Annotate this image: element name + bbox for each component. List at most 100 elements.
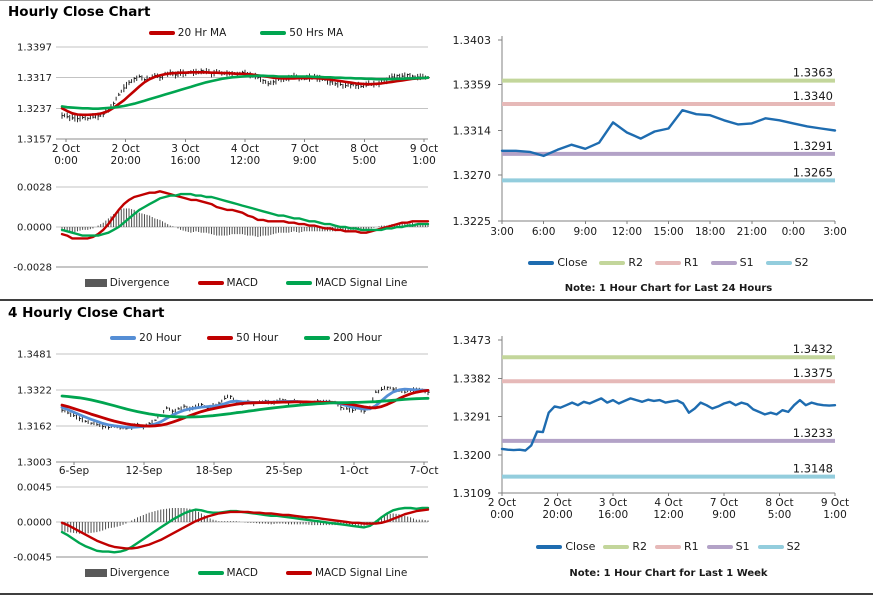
hourly-price-legend: 20 Hr MA 50 Hrs MA [62, 27, 430, 39]
svg-text:0:00: 0:00 [490, 509, 514, 521]
svg-text:12-Sep: 12-Sep [126, 465, 163, 477]
line-swatch-icon [207, 336, 234, 340]
bottom-divider [0, 593, 873, 595]
line-swatch-icon [528, 260, 555, 265]
svg-text:2 Oct: 2 Oct [543, 497, 571, 509]
svg-text:16:00: 16:00 [598, 509, 628, 521]
svg-text:1.3359: 1.3359 [453, 79, 492, 92]
legend-label: R1 [684, 256, 699, 269]
four-hourly-price-legend: 20 Hour 50 Hour 200 Hour [62, 332, 430, 344]
four-hourly-macd-legend: Divergence MACD MACD Signal Line [62, 567, 430, 579]
svg-text:9:00: 9:00 [712, 509, 736, 521]
hourly-close-chart-title: Hourly Close Chart [8, 4, 151, 20]
svg-text:1:00: 1:00 [823, 509, 847, 521]
legend-label: Close [557, 256, 588, 269]
line-swatch-icon [110, 336, 137, 340]
svg-text:0.0028: 0.0028 [17, 183, 52, 194]
svg-text:1.3363: 1.3363 [793, 66, 833, 80]
svg-text:1.3322: 1.3322 [17, 385, 52, 396]
svg-text:6-Sep: 6-Sep [59, 465, 90, 477]
legend-item-50-hrs-ma: 50 Hrs MA [260, 27, 343, 39]
legend-label: R2 [628, 256, 643, 269]
svg-text:1.3291: 1.3291 [453, 411, 492, 424]
legend-item-s1: S1 [706, 540, 750, 553]
line-swatch-icon [197, 571, 224, 575]
svg-text:4 Oct: 4 Oct [654, 497, 682, 509]
legend-item-50-hour: 50 Hour [207, 332, 278, 344]
svg-text:7 Oct: 7 Oct [291, 143, 319, 155]
svg-text:1-Oct: 1-Oct [340, 465, 369, 477]
svg-text:1.3109: 1.3109 [453, 487, 492, 500]
svg-text:3 Oct: 3 Oct [171, 143, 199, 155]
svg-text:8 Oct: 8 Oct [765, 497, 793, 509]
svg-text:1.3314: 1.3314 [453, 125, 492, 138]
line-swatch-icon [757, 544, 784, 549]
legend-label: S2 [786, 540, 801, 553]
svg-text:1.3317: 1.3317 [17, 73, 52, 84]
legend-item-s2: S2 [757, 540, 801, 553]
svg-text:1.3481: 1.3481 [17, 350, 52, 361]
svg-text:0:00: 0:00 [782, 226, 806, 238]
svg-text:6:00: 6:00 [532, 226, 556, 238]
svg-text:0.0000: 0.0000 [17, 223, 52, 234]
svg-text:7 Oct: 7 Oct [710, 497, 738, 509]
line-swatch-icon [765, 260, 792, 265]
svg-text:1.3157: 1.3157 [17, 135, 52, 146]
middle-divider [0, 299, 873, 301]
line-swatch-icon [260, 31, 287, 35]
svg-text:1.3003: 1.3003 [17, 458, 52, 469]
legend-item-macd-signal-line: MACD Signal Line [286, 567, 407, 579]
svg-text:12:00: 12:00 [612, 226, 642, 238]
legend-label: S1 [739, 256, 754, 269]
svg-text:1.3432: 1.3432 [793, 342, 833, 356]
svg-text:1.3403: 1.3403 [453, 34, 492, 47]
legend-label: MACD [226, 567, 258, 579]
svg-text:0.0000: 0.0000 [17, 518, 52, 529]
svg-text:7-Oct: 7-Oct [410, 465, 439, 477]
legend-label: Close [565, 540, 596, 553]
legend-label: S2 [794, 256, 809, 269]
legend-label: 50 Hour [236, 332, 279, 344]
svg-text:1.3340: 1.3340 [793, 89, 833, 103]
legend-item-close: Close [528, 256, 587, 269]
bar-swatch-icon [84, 279, 107, 287]
svg-text:1.3148: 1.3148 [793, 462, 833, 476]
four-hourly-close-chart-title: 4 Hourly Close Chart [8, 305, 165, 321]
svg-text:9:00: 9:00 [573, 226, 597, 238]
line-swatch-icon [603, 544, 630, 549]
svg-text:1.3375: 1.3375 [793, 366, 833, 380]
svg-text:12:00: 12:00 [230, 155, 260, 167]
legend-item-r1: R1 [655, 540, 699, 553]
line-swatch-icon [655, 260, 681, 265]
line-swatch-icon [148, 31, 175, 35]
svg-text:20:00: 20:00 [542, 509, 572, 521]
legend-item-macd: MACD [197, 567, 258, 579]
svg-text:-0.0028: -0.0028 [13, 263, 52, 274]
legend-item-200-hour: 200 Hour [304, 332, 382, 344]
svg-text:21:00: 21:00 [737, 226, 767, 238]
legend-item-close: Close [536, 540, 595, 553]
svg-text:9:00: 9:00 [293, 155, 317, 167]
svg-text:9 Oct: 9 Oct [821, 497, 849, 509]
legend-label: S1 [735, 540, 750, 553]
svg-text:1.3162: 1.3162 [17, 422, 52, 433]
svg-text:5:00: 5:00 [768, 509, 792, 521]
legend-label: 200 Hour [333, 332, 382, 344]
four-hourly-price-chart: 1.3481 1.3322 1.3162 1.3003 6-Sep 12-Sep 18-Se… [17, 350, 439, 478]
line-swatch-icon [197, 281, 224, 285]
svg-text:18:00: 18:00 [695, 226, 725, 238]
line-swatch-icon [536, 544, 563, 549]
legend-item-r1: R1 [655, 256, 699, 269]
legend-label: R2 [632, 540, 647, 553]
svg-text:2 Oct: 2 Oct [52, 143, 80, 155]
bar-swatch-icon [84, 569, 107, 577]
svg-text:1.3233: 1.3233 [793, 426, 833, 440]
svg-text:1.3291: 1.3291 [793, 139, 833, 153]
legend-item-r2: R2 [603, 540, 647, 553]
legend-item-20-hr-ma: 20 Hr MA [148, 27, 226, 39]
svg-text:-0.0045: -0.0045 [13, 553, 52, 564]
legend-label: MACD Signal Line [315, 277, 408, 289]
legend-item-r2: R2 [599, 256, 643, 269]
